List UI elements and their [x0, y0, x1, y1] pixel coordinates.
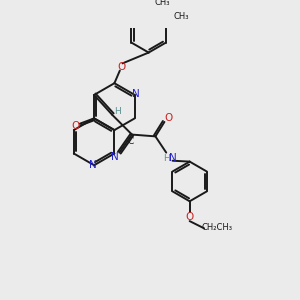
- Text: CH₃: CH₃: [173, 12, 189, 21]
- Text: H: H: [163, 154, 169, 163]
- Text: O: O: [185, 212, 194, 223]
- Text: N: N: [111, 152, 119, 162]
- Text: H: H: [114, 106, 121, 116]
- Text: O: O: [118, 62, 126, 72]
- Text: CH₂CH₃: CH₂CH₃: [201, 223, 232, 232]
- Text: N: N: [89, 160, 97, 170]
- Text: N: N: [132, 89, 140, 99]
- Text: CH₃: CH₃: [154, 0, 170, 7]
- Text: O: O: [71, 121, 79, 130]
- Text: C: C: [127, 137, 133, 146]
- Text: N: N: [169, 153, 176, 163]
- Text: O: O: [165, 113, 173, 123]
